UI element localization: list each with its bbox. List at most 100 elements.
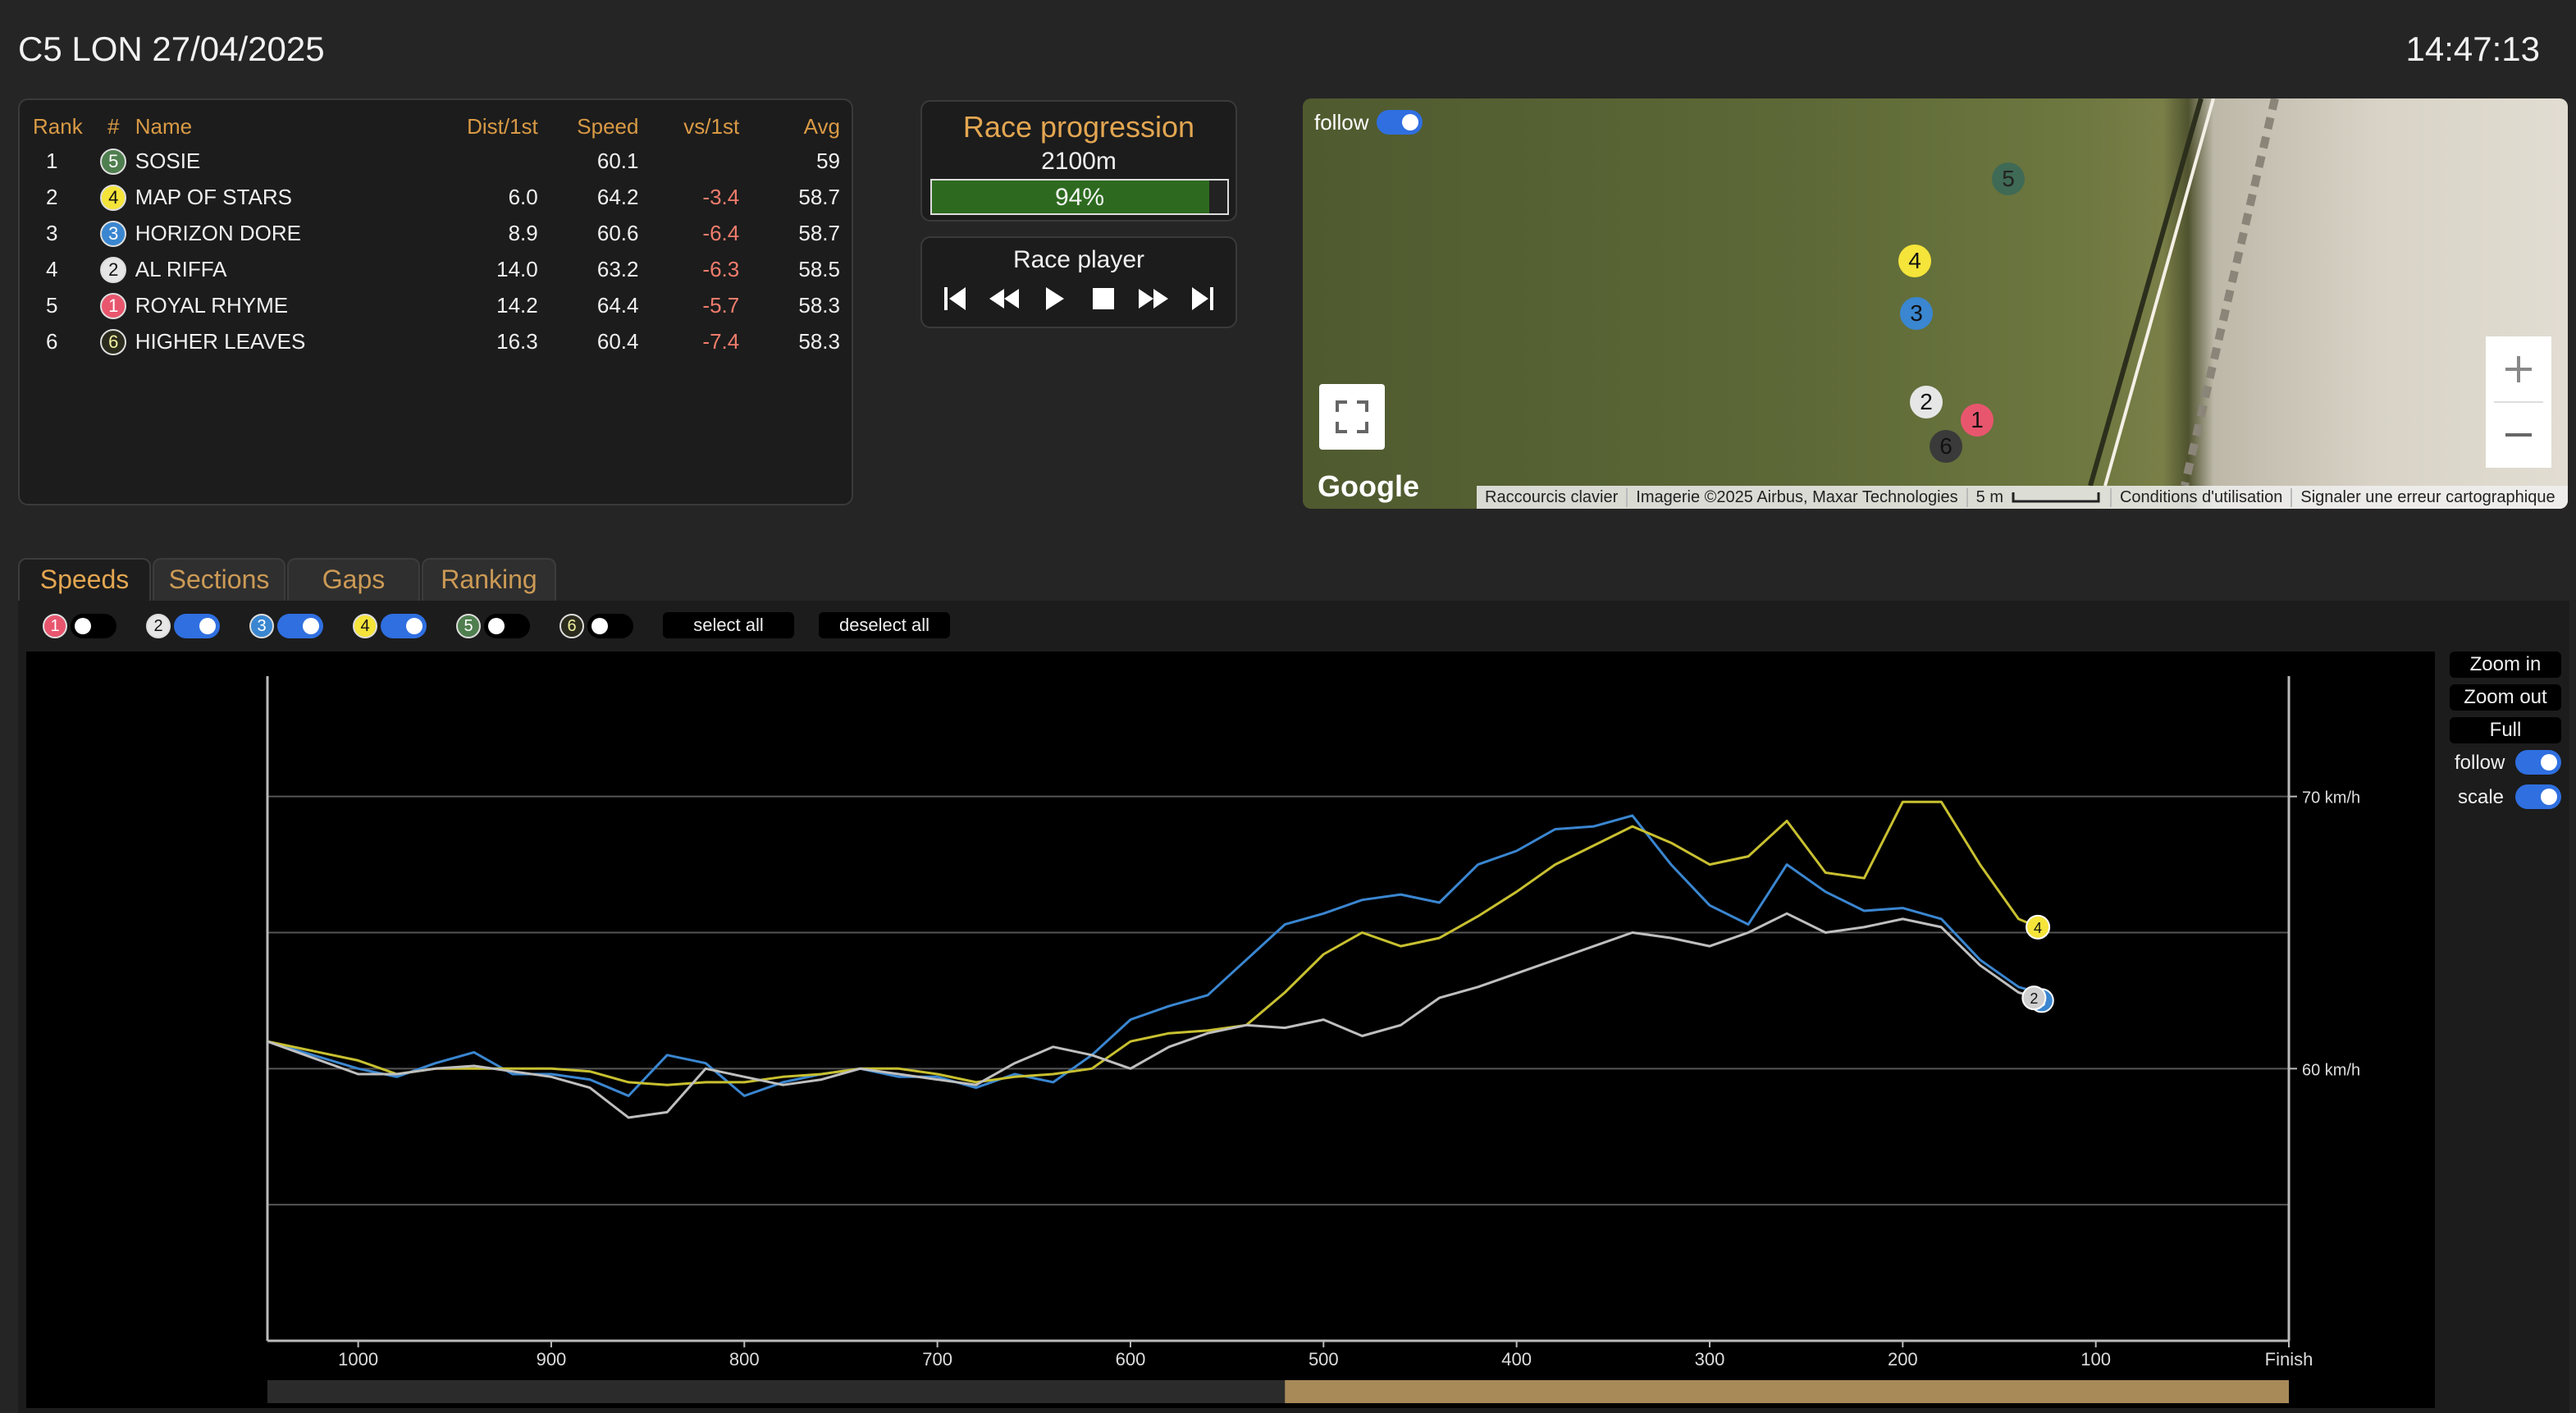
speed-line-horse-4 xyxy=(267,800,2039,1086)
stop-icon[interactable] xyxy=(1087,282,1120,315)
select-all-button[interactable]: select all xyxy=(663,612,794,638)
x-tick-label: 800 xyxy=(729,1349,760,1370)
name-cell: SOSIE xyxy=(135,148,201,173)
col-vs-first: vs/1st xyxy=(683,113,740,139)
horse-number-badge: 4 xyxy=(353,614,377,638)
satellite-map[interactable]: follow 5 4 3 2 1 6 Google Raccourcis cla… xyxy=(1303,98,2568,509)
number-cell: 6 xyxy=(92,323,135,359)
full-button[interactable]: Full xyxy=(2450,717,2561,743)
map-horse-marker[interactable]: 3 xyxy=(1900,297,1933,330)
ranking-row[interactable]: 4 2 AL RIFFA 14.0 63.2 -6.3 58.5 xyxy=(33,251,840,287)
number-cell: 2 xyxy=(92,251,135,287)
speed-chart[interactable]: 60 km/h 70 km/h 1000 900 800 700 600 500 400 300 2… xyxy=(26,652,2435,1408)
map-horse-marker[interactable]: 5 xyxy=(1992,162,2025,195)
map-horse-marker[interactable]: 6 xyxy=(1930,430,1962,463)
name-cell: AL RIFFA xyxy=(135,256,227,281)
zoom-in-button[interactable]: Zoom in xyxy=(2450,652,2561,678)
x-tick-label: 1000 xyxy=(338,1349,378,1370)
tab-sections[interactable]: Sections xyxy=(153,558,285,601)
zoom-out-button[interactable]: Zoom out xyxy=(2450,684,2561,711)
avg-cell: 58.5 xyxy=(798,256,840,281)
col-rank: Rank xyxy=(33,113,83,139)
ranking-table: Rank # Name Dist/1st Speed vs/1st Avg 1 5… xyxy=(33,110,840,359)
dist-cell: 14.0 xyxy=(496,256,538,281)
horse-number-badge: 6 xyxy=(560,614,584,638)
keyboard-shortcuts-link[interactable]: Raccourcis clavier xyxy=(1477,487,1628,507)
map-follow-toggle[interactable] xyxy=(1377,110,1423,135)
horse-number-badge: 3 xyxy=(100,220,127,247)
horse-visibility-toggle[interactable] xyxy=(174,614,220,638)
name-cell: ROYAL RHYME xyxy=(135,292,289,318)
progress-percent: 94% xyxy=(1054,184,1105,211)
ranking-header-row: Rank # Name Dist/1st Speed vs/1st Avg xyxy=(33,110,840,143)
x-tick-label: 100 xyxy=(2080,1349,2111,1370)
map-horse-marker[interactable]: 1 xyxy=(1961,404,1994,437)
x-tick-label: 700 xyxy=(922,1349,952,1370)
map-horse-marker[interactable]: 4 xyxy=(1898,245,1931,277)
col-number: # xyxy=(107,113,120,139)
horse-visibility-toggle[interactable] xyxy=(277,614,323,638)
skip-start-icon[interactable] xyxy=(939,282,971,315)
chart-scale-label: scale xyxy=(2458,786,2505,808)
imagery-credit: Imagerie ©2025 Airbus, Maxar Technologie… xyxy=(1628,487,1968,507)
map-follow-label: follow xyxy=(1314,110,1369,135)
x-tick-label: 400 xyxy=(1501,1349,1532,1370)
horse-number-badge: 2 xyxy=(146,614,171,638)
zoom-in-icon[interactable] xyxy=(2486,336,2551,402)
report-error-link[interactable]: Signaler une erreur cartographique xyxy=(2300,487,2555,506)
series-end-marker xyxy=(2021,985,2047,1011)
speed-line-horse-2 xyxy=(267,912,2039,1119)
rank-cell: 4 xyxy=(46,256,58,281)
deselect-all-button[interactable]: deselect all xyxy=(819,612,950,638)
terms-link[interactable]: Conditions d'utilisation xyxy=(2112,487,2293,507)
horse-number-badge: 3 xyxy=(249,614,274,638)
speed-line-horse-3 xyxy=(267,814,2039,1097)
race-player-title: Race player xyxy=(1012,246,1145,273)
map-horse-marker[interactable]: 2 xyxy=(1910,386,1943,418)
name-cell: HORIZON DORE xyxy=(135,220,302,245)
tab-gaps[interactable]: Gaps xyxy=(287,558,420,601)
play-icon[interactable] xyxy=(1038,282,1071,315)
skip-end-icon[interactable] xyxy=(1186,282,1219,315)
progress-bar: 94% xyxy=(930,179,1229,215)
race-progression-panel: Race progression 2100m 94% xyxy=(920,100,1237,222)
horse-visibility-toggle[interactable] xyxy=(484,614,530,638)
y-tick-label: 60 km/h xyxy=(2302,1061,2360,1079)
horse-visibility-toggle[interactable] xyxy=(587,614,633,638)
rank-cell: 1 xyxy=(46,148,58,173)
ranking-row[interactable]: 1 5 SOSIE 60.1 59 xyxy=(33,143,840,179)
avg-cell: 58.3 xyxy=(798,328,840,354)
chart-follow-toggle[interactable] xyxy=(2515,750,2561,775)
race-title: C5 LON 27/04/2025 xyxy=(18,30,325,68)
ranking-panel: Rank # Name Dist/1st Speed vs/1st Avg 1 5… xyxy=(18,98,853,505)
tab-ranking[interactable]: Ranking xyxy=(422,558,556,601)
fast-forward-icon[interactable] xyxy=(1137,282,1170,315)
ranking-row[interactable]: 2 4 MAP OF STARS 6.0 64.2 -3.4 58.7 xyxy=(33,179,840,215)
horse-visibility-toggle[interactable] xyxy=(381,614,427,638)
horse-number-badge: 1 xyxy=(43,614,67,638)
zoom-out-icon[interactable] xyxy=(2486,403,2551,468)
horse-number-badge: 5 xyxy=(456,614,481,638)
number-cell: 4 xyxy=(92,179,135,215)
ranking-row[interactable]: 5 1 ROYAL RHYME 14.2 64.4 -5.7 58.3 xyxy=(33,287,840,323)
horse-visibility-toggle[interactable] xyxy=(71,614,116,638)
avg-cell: 59 xyxy=(816,148,840,173)
race-progression-title: Race progression xyxy=(962,110,1195,144)
vs-first-cell xyxy=(638,143,739,179)
map-track-rails xyxy=(2088,98,2279,487)
ranking-row[interactable]: 6 6 HIGHER LEAVES 16.3 60.4 -7.4 58.3 xyxy=(33,323,840,359)
vs-first-cell: -6.3 xyxy=(702,256,740,281)
vs-first-cell: -3.4 xyxy=(702,184,740,209)
horse-number-badge: 1 xyxy=(100,292,127,319)
range-window[interactable] xyxy=(1285,1380,2289,1403)
tab-speeds[interactable]: Speeds xyxy=(18,558,151,601)
y-tick-label: 70 km/h xyxy=(2302,789,2360,807)
chart-scale-toggle[interactable] xyxy=(2515,784,2561,809)
horse-number-badge: 5 xyxy=(100,148,127,175)
fullscreen-icon xyxy=(1336,400,1368,433)
col-avg: Avg xyxy=(803,113,840,139)
scale-bar-icon xyxy=(2012,492,2100,503)
map-fullscreen-button[interactable] xyxy=(1319,384,1385,450)
ranking-row[interactable]: 3 3 HORIZON DORE 8.9 60.6 -6.4 58.7 xyxy=(33,215,840,251)
rewind-icon[interactable] xyxy=(988,282,1021,315)
